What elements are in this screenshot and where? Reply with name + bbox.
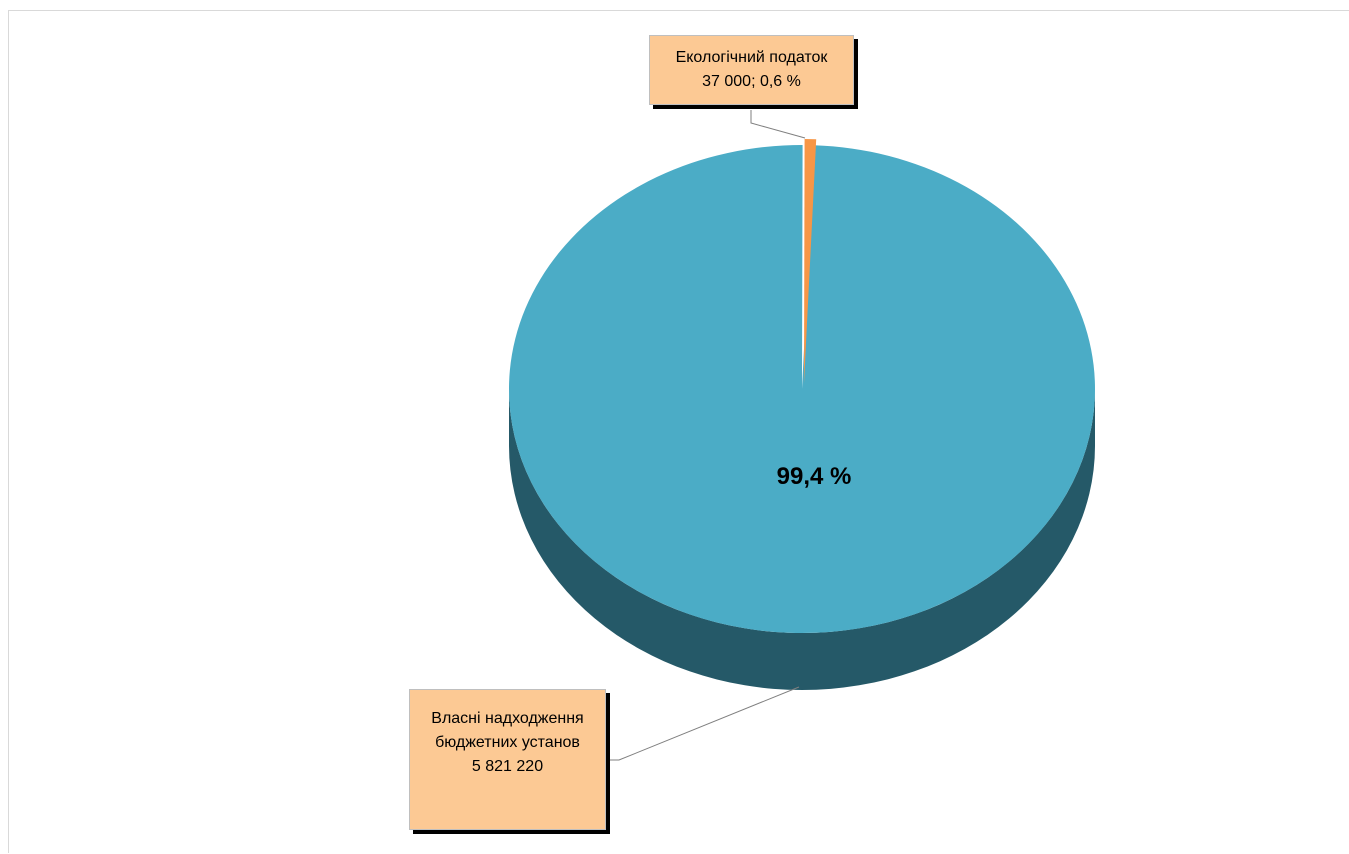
eco-tax-value: 37 000; 0,6 % [702, 73, 801, 90]
pie-chart [508, 110, 1096, 761]
chart-area: Екологічний податок 37 000; 0,6 % Власні… [8, 10, 1349, 853]
own-revenue-value: 5 821 220 [471, 758, 544, 775]
pie-slice-own-revenue [508, 144, 1096, 633]
pie-depth-group [509, 389, 1095, 690]
pie-side-own-revenue [509, 389, 1095, 690]
leader-line-own-revenue [606, 686, 800, 761]
own-revenue-name-line2: бюджетних установ [435, 734, 580, 751]
leader-lines [606, 110, 806, 761]
own-revenue-name-line1: Власні надходження [431, 710, 584, 727]
leader-line-eco-tax [750, 110, 806, 139]
pie-top-group [508, 139, 1096, 633]
data-label-own-revenue-percent: 99,4 % [776, 463, 852, 490]
pie-slice-eco-tax [804, 139, 817, 383]
data-label-eco-tax: Екологічний податок 37 000; 0,6 % [649, 35, 854, 105]
eco-tax-name: Екологічний податок [675, 49, 828, 66]
data-label-own-revenue: Власні надходження бюджетних установ 5 8… [409, 689, 606, 830]
